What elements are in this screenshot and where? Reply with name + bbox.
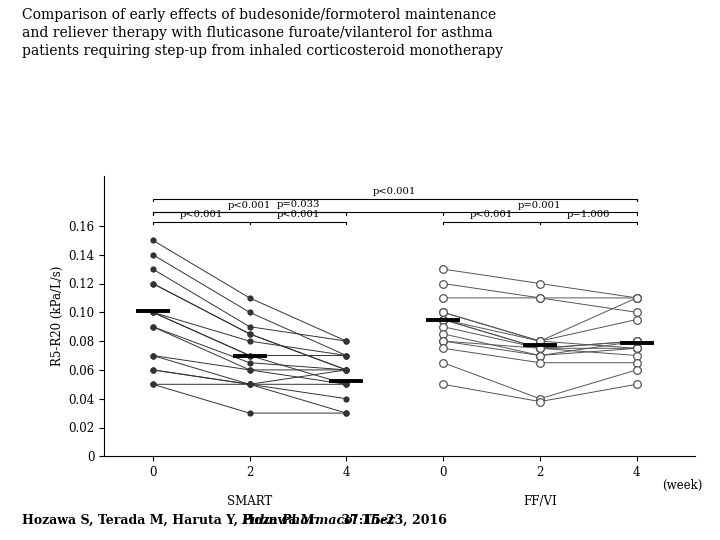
Text: p<0.001: p<0.001 xyxy=(179,211,223,219)
Y-axis label: R5-R20 (kPa/L/s): R5-R20 (kPa/L/s) xyxy=(51,266,64,366)
Text: p=0.033: p=0.033 xyxy=(276,200,320,210)
Text: patients requiring step-up from inhaled corticosteroid monotherapy: patients requiring step-up from inhaled … xyxy=(22,44,503,58)
Text: p<0.001: p<0.001 xyxy=(373,187,416,197)
Text: 37:15-23, 2016: 37:15-23, 2016 xyxy=(337,514,447,526)
Text: p<0.001: p<0.001 xyxy=(470,211,513,219)
Text: p<0.001: p<0.001 xyxy=(276,211,320,219)
Text: and reliever therapy with fluticasone furoate/vilanterol for asthma: and reliever therapy with fluticasone fu… xyxy=(22,26,492,40)
Text: Hozawa S, Terada M, Haruta Y, Hozawa M.: Hozawa S, Terada M, Haruta Y, Hozawa M. xyxy=(22,514,323,526)
Text: (week): (week) xyxy=(662,478,702,491)
Text: FF/VI: FF/VI xyxy=(523,495,557,508)
Text: Comparison of early effects of budesonide/formoterol maintenance: Comparison of early effects of budesonid… xyxy=(22,8,496,22)
Text: p=1.000: p=1.000 xyxy=(567,211,610,219)
Text: Pulm Pharmacol Ther: Pulm Pharmacol Ther xyxy=(241,514,395,526)
Text: p<0.001: p<0.001 xyxy=(228,201,271,210)
Text: p=0.001: p=0.001 xyxy=(518,201,562,210)
Text: SMART: SMART xyxy=(227,495,272,508)
